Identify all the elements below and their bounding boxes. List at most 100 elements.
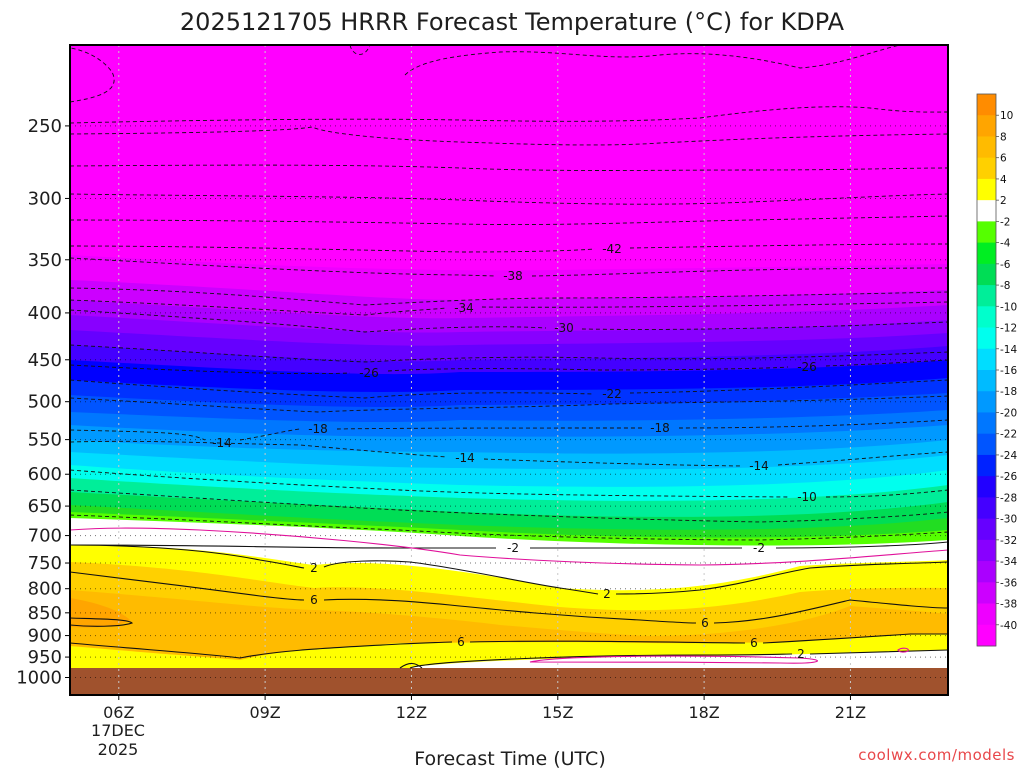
contour-label: -10	[797, 490, 817, 504]
colorbar-label: -20	[1000, 407, 1017, 419]
colorbar-swatch	[977, 178, 996, 201]
colorbar-swatch	[977, 497, 996, 520]
colorbar-label: 4	[1000, 174, 1007, 186]
y-tick-label: 550	[28, 430, 62, 451]
colorbar-label: -6	[1000, 259, 1011, 271]
colorbar: 10 8 6 4 2 -2 -4 -6 -8 -10 -12 -14 -16 -18 -20 -22 -24 -2…	[976, 93, 1017, 647]
contour-label: 6	[750, 636, 758, 650]
contour-line	[70, 571, 948, 624]
y-tick-label: 450	[28, 350, 62, 371]
contour-label: -2	[753, 541, 765, 555]
colorbar-swatch	[977, 242, 996, 265]
contour-line	[70, 243, 948, 253]
colorbar-label: -12	[1000, 323, 1017, 335]
colorbar-label: -34	[1000, 556, 1017, 568]
colorbar-swatch	[977, 603, 996, 626]
contour-label: -14	[212, 436, 232, 450]
contour-line	[70, 215, 948, 225]
date-label-year: 2025	[98, 740, 139, 759]
contour-lines	[70, 45, 948, 669]
contour-line	[70, 359, 948, 375]
y-tick-label: 1000	[16, 667, 62, 688]
contour-label: 6	[310, 593, 318, 607]
y-tick-label: 600	[28, 464, 62, 485]
colorbar-swatch	[977, 518, 996, 541]
colorbar-swatch	[977, 582, 996, 604]
colorbar-swatch	[977, 94, 996, 116]
x-tick-label: 12Z	[396, 703, 427, 722]
contour-line	[70, 544, 948, 595]
colorbar-swatch	[977, 412, 996, 435]
y-tick-label: 400	[28, 303, 62, 324]
colorbar-swatch	[977, 306, 996, 328]
colorbar-swatch	[977, 433, 996, 456]
contour-line	[70, 489, 948, 523]
x-tick-label: 09Z	[249, 703, 280, 722]
colorbar-label: -18	[1000, 386, 1017, 398]
x-axis-label: Forecast Time (UTC)	[414, 748, 605, 768]
contour-line	[70, 164, 948, 171]
contour-label: -18	[308, 422, 328, 436]
y-tick-label: 350	[28, 250, 62, 271]
colorbar-label: -2	[1000, 216, 1010, 228]
contour-line	[409, 649, 948, 669]
contour-label: -30	[554, 321, 574, 335]
colorbar-label: -40	[1000, 620, 1017, 632]
freezing-line	[897, 647, 909, 653]
colorbar-swatch	[977, 348, 996, 371]
contour-label: -14	[749, 459, 769, 473]
contour-line	[399, 662, 423, 669]
contour-line	[70, 309, 948, 333]
colorbar-label: -38	[1000, 599, 1017, 611]
colorbar-swatch	[977, 157, 996, 180]
date-label-day: 17DEC	[91, 721, 145, 740]
y-tick-label: 700	[28, 526, 62, 547]
colorbar-swatch	[977, 370, 996, 392]
contour-label: -26	[797, 360, 817, 374]
grid-lines	[70, 45, 948, 695]
contour-label: -38	[503, 269, 523, 283]
y-tick-label: 300	[28, 188, 62, 209]
colorbar-swatch	[977, 391, 996, 413]
colorbar-swatch	[977, 624, 996, 647]
colorbar-label: -22	[1000, 429, 1017, 441]
y-tick-label: 250	[28, 116, 62, 137]
contour-label: -34	[454, 301, 474, 315]
contour-line	[70, 541, 948, 549]
colorbar-label: -14	[1000, 344, 1017, 356]
contour-line	[70, 106, 948, 124]
contour-line	[70, 193, 948, 205]
colorbar-label: -10	[1000, 301, 1017, 313]
freezing-line	[529, 655, 818, 664]
colorbar-label: -36	[1000, 577, 1017, 589]
contour-line	[70, 440, 948, 467]
colorbar-label: -30	[1000, 514, 1017, 526]
colorbar-swatch	[977, 263, 996, 286]
contour-line	[70, 126, 948, 146]
colorbar-label: 8	[1000, 131, 1007, 143]
contour-label: 2	[797, 647, 805, 661]
plot-frame	[69, 44, 949, 696]
x-tick-label: 21Z	[835, 703, 866, 722]
contour-label: -18	[650, 421, 670, 435]
contour-line	[70, 344, 948, 363]
contour-line	[70, 633, 948, 659]
colorbar-label: -24	[1000, 450, 1017, 462]
contour-label: 2	[310, 561, 318, 575]
colorbar-swatch	[977, 454, 996, 477]
y-tick-label: 750	[28, 553, 62, 574]
contour-line	[404, 45, 901, 76]
colorbar-swatch	[977, 476, 996, 498]
colorbar-swatch	[977, 136, 996, 159]
colorbar-swatch	[977, 539, 996, 562]
colorbar-label: 6	[1000, 153, 1007, 165]
colorbar-label: -32	[1000, 535, 1017, 547]
contour-label: 6	[701, 616, 709, 630]
colorbar-swatch	[977, 200, 996, 222]
y-axis: 2503003504004505005506006507007508008509…	[16, 116, 70, 688]
contour-line	[349, 45, 371, 55]
colorbar-label: -28	[1000, 492, 1017, 504]
colorbar-swatch	[977, 327, 996, 350]
x-tick-label: 06Z	[103, 703, 134, 722]
contour-line	[70, 514, 948, 541]
